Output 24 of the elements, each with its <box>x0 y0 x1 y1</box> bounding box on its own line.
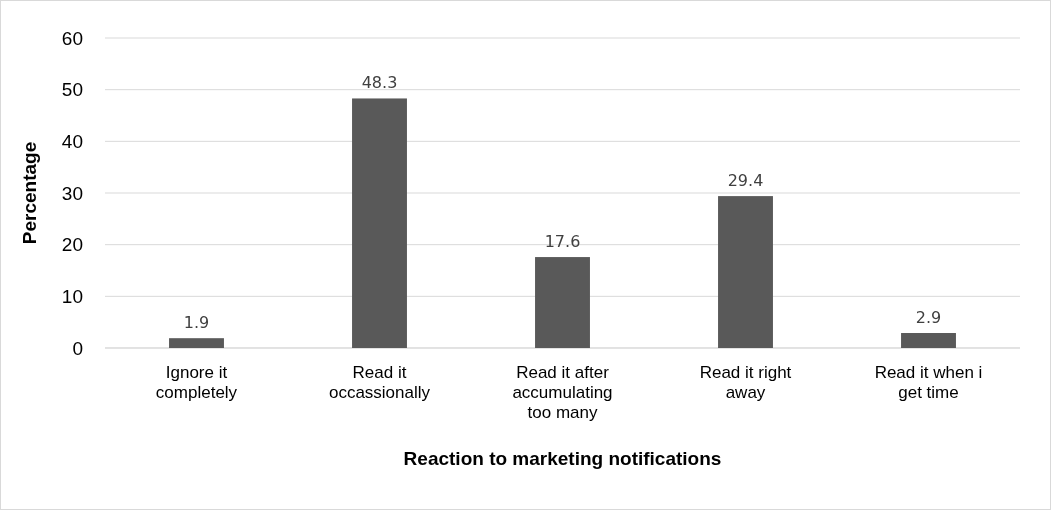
x-axis-title: Reaction to marketing notifications <box>403 448 722 469</box>
y-tick-label: 60 <box>61 27 83 49</box>
bar <box>901 333 956 348</box>
x-tick-label: Read it occassionally <box>328 363 431 402</box>
y-tick-label: 40 <box>61 130 83 152</box>
y-tick-label: 50 <box>61 79 83 101</box>
x-tick-label: Read it when i get time <box>874 363 983 402</box>
x-tick-label: Read it after accumulating too many <box>512 363 613 422</box>
data-label: 2.9 <box>915 308 942 328</box>
data-label: 48.3 <box>361 73 398 93</box>
x-tick-label: Ignore it completely <box>155 363 238 402</box>
bar <box>352 98 407 348</box>
data-label: 1.9 <box>183 313 210 333</box>
y-tick-label: 0 <box>72 337 83 359</box>
y-tick-label: 20 <box>61 234 83 256</box>
y-axis-title: Percentage <box>19 141 40 245</box>
y-tick-label: 10 <box>61 285 83 307</box>
bar <box>535 257 590 348</box>
bar <box>718 196 773 348</box>
data-label: 29.4 <box>727 171 764 191</box>
bar <box>169 338 224 348</box>
x-tick-label: Read it right away <box>699 363 792 402</box>
data-label: 17.6 <box>544 232 581 252</box>
y-tick-label: 30 <box>61 182 83 204</box>
